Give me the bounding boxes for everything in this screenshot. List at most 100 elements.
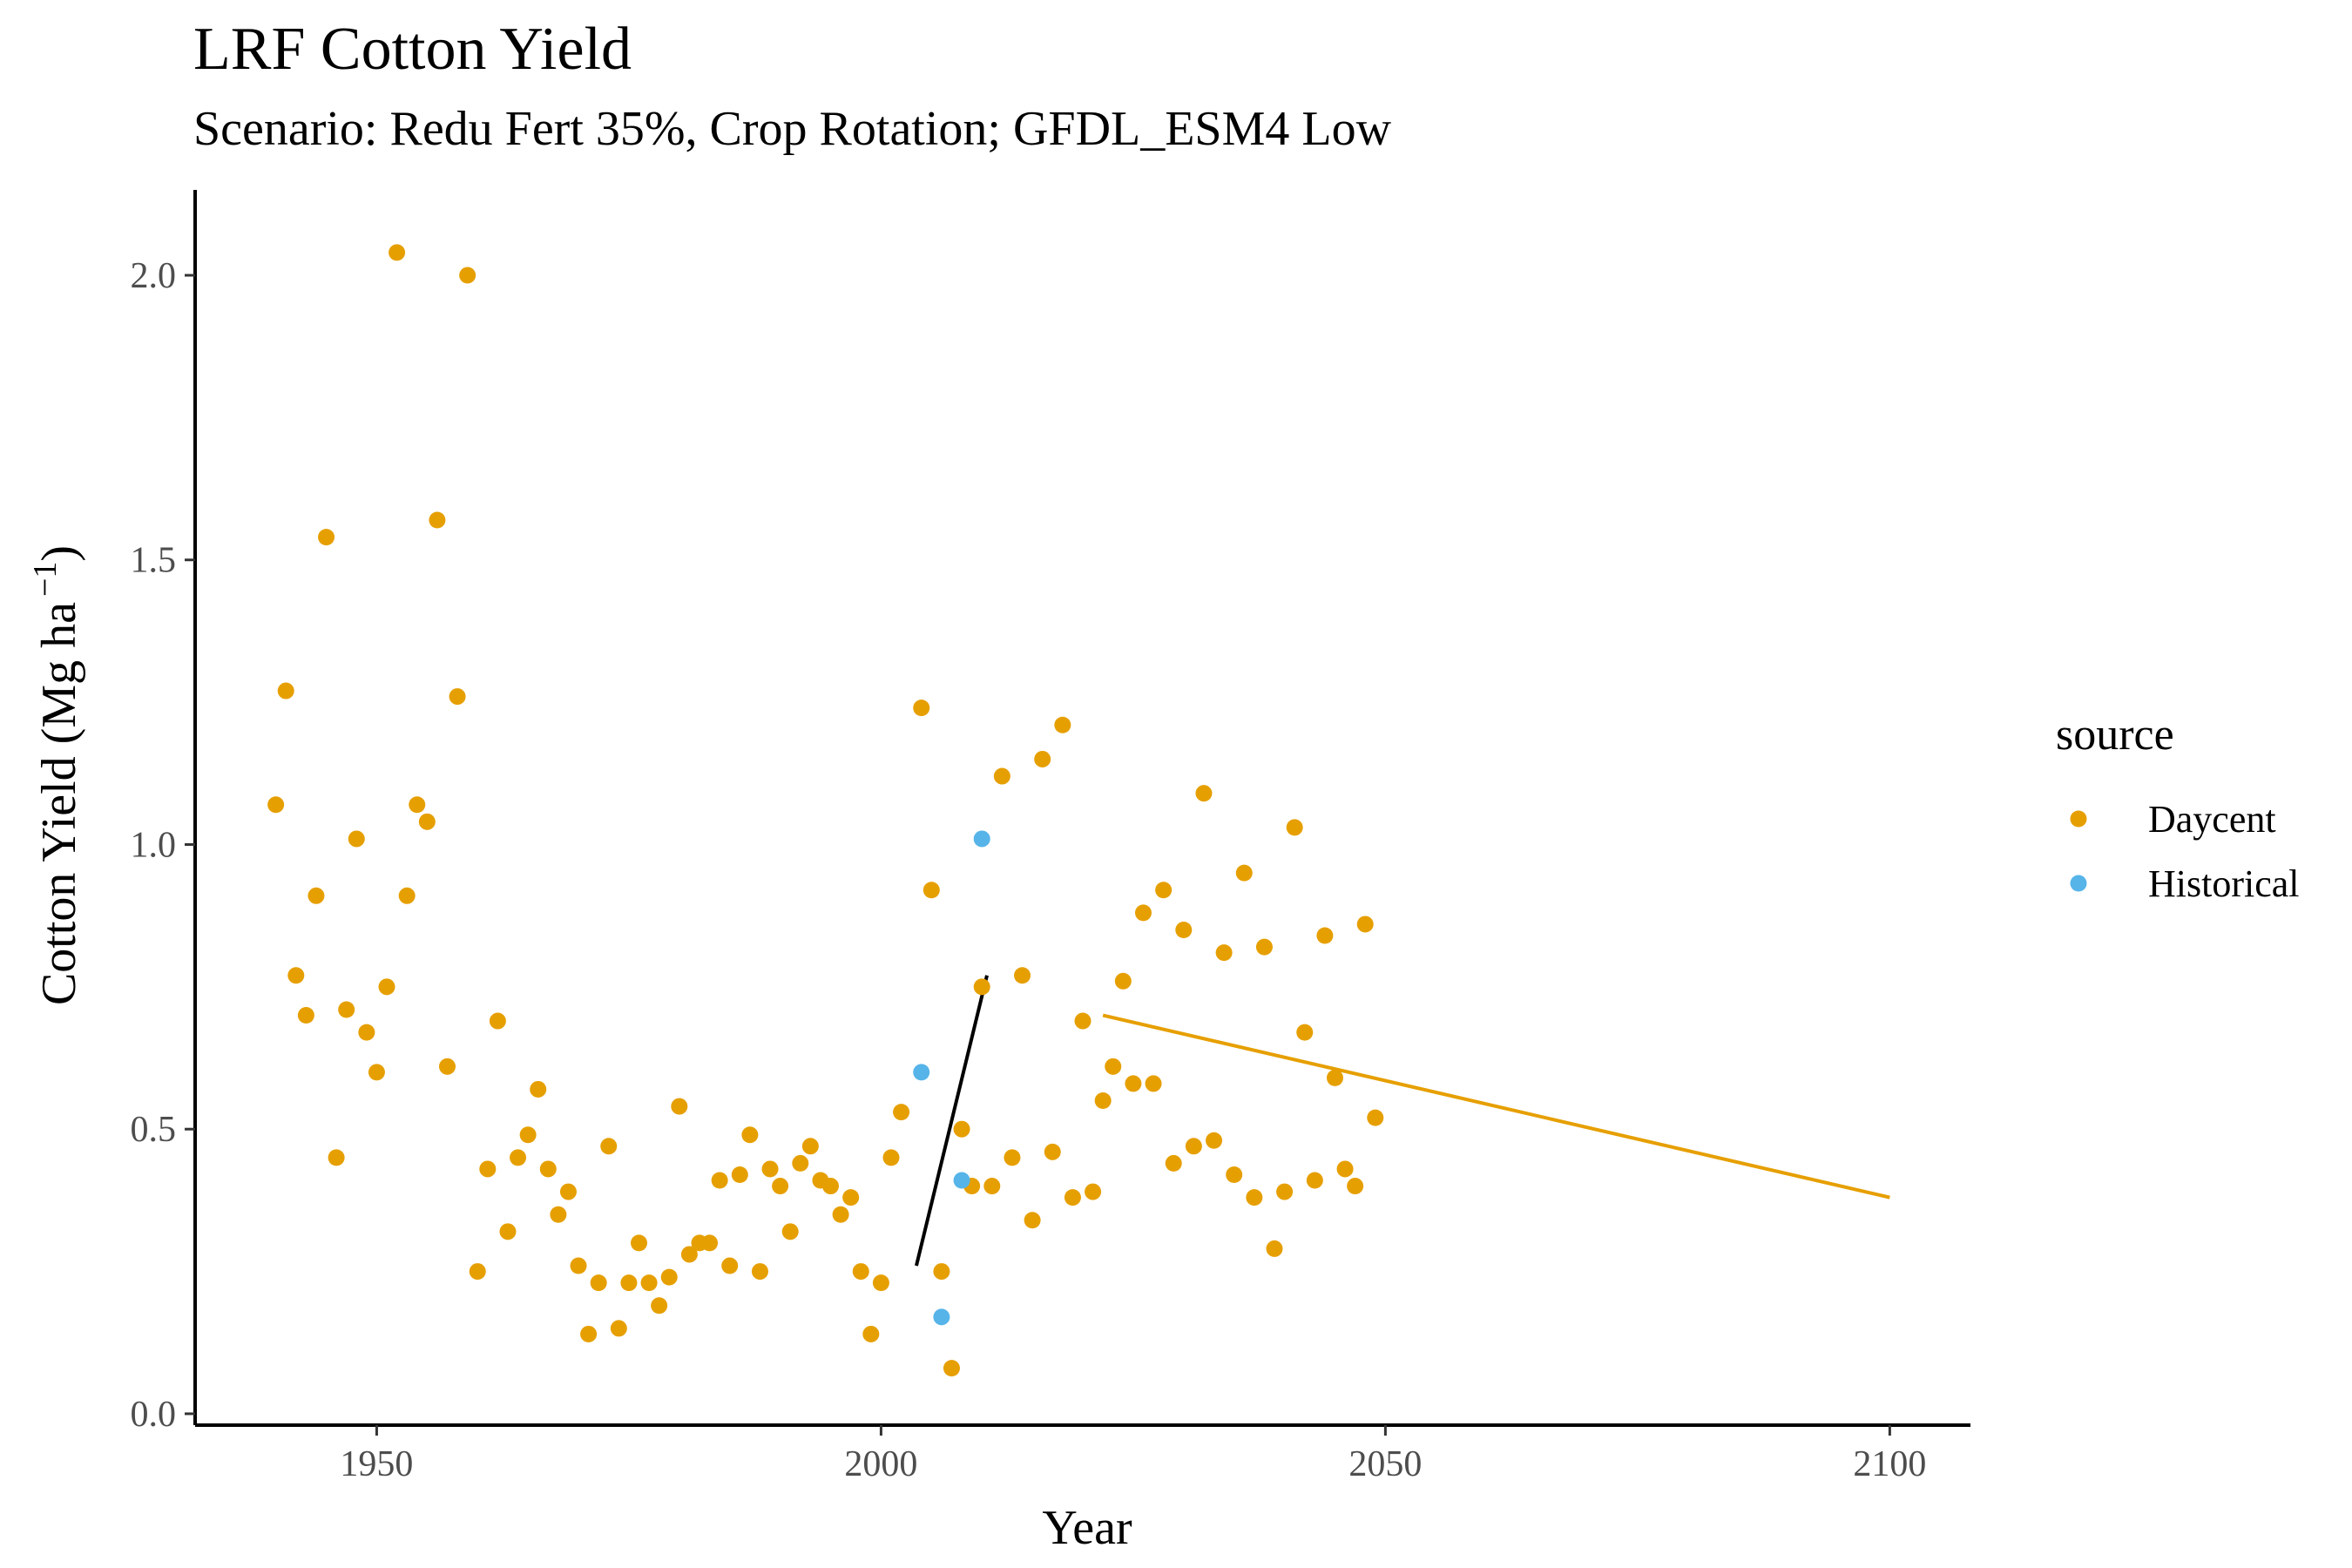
data-points	[267, 244, 1384, 1377]
daycent-point	[1145, 1075, 1162, 1092]
daycent-point	[479, 1160, 497, 1178]
y-axis-title: Cotton Yield (Mg ha −1)	[27, 545, 86, 1005]
daycent-point	[842, 1189, 860, 1206]
daycent-point	[1034, 750, 1051, 767]
daycent-point	[348, 830, 365, 848]
y-axis-ticks: 0.0 0.5 1.0 1.5 2.0	[131, 256, 195, 1435]
chart-subtitle: Scenario: Redu Fert 35%, Crop Rotation; …	[193, 102, 1392, 156]
daycent-point	[1356, 916, 1374, 933]
x-axis-ticks: 1950 2000 2050 2100	[340, 1425, 1926, 1484]
daycent-point	[358, 1024, 375, 1041]
y-axis-title-superscript: −1	[27, 562, 64, 597]
y-tick-label: 1.5	[131, 541, 177, 581]
daycent-point	[1206, 1132, 1223, 1149]
x-tick-label: 2100	[1853, 1444, 1926, 1484]
daycent-point	[631, 1234, 647, 1252]
daycent-point	[671, 1098, 688, 1115]
y-tick-label: 0.0	[131, 1395, 177, 1435]
legend-title: source	[2056, 710, 2174, 760]
daycent-point	[801, 1138, 819, 1155]
daycent-point	[438, 1058, 456, 1075]
daycent-point	[973, 978, 990, 996]
daycent-point	[499, 1223, 517, 1240]
daycent-point	[580, 1325, 598, 1342]
daycent-point	[1155, 882, 1173, 899]
daycent-point	[530, 1080, 547, 1098]
daycent-point	[308, 887, 325, 904]
daycent-point	[731, 1166, 748, 1183]
daycent-point	[389, 244, 406, 261]
daycent-point	[943, 1360, 960, 1377]
daycent-point	[852, 1263, 869, 1281]
x-tick-label: 1950	[340, 1444, 413, 1484]
daycent-point	[338, 1001, 355, 1018]
daycent-point	[893, 1104, 910, 1121]
daycent-point	[1064, 1189, 1081, 1206]
daycent-point	[1185, 1138, 1202, 1155]
daycent-point	[1246, 1189, 1263, 1206]
historical-point	[953, 1172, 970, 1189]
daycent-point	[1014, 967, 1031, 984]
daycent-point	[378, 978, 395, 996]
x-tick-label: 2050	[1348, 1444, 1422, 1484]
daycent-point	[1024, 1212, 1041, 1229]
daycent-point	[721, 1257, 739, 1274]
daycent-point	[1105, 1058, 1122, 1075]
daycent-point	[1175, 921, 1193, 938]
daycent-point	[1296, 1024, 1314, 1041]
daycent-point	[1347, 1178, 1364, 1195]
daycent-point	[418, 813, 436, 830]
legend-label-daycent: Daycent	[2148, 798, 2276, 841]
daycent-point	[640, 1274, 658, 1292]
legend-items: Daycent Historical	[2070, 798, 2300, 905]
daycent-point	[267, 796, 285, 814]
daycent-point	[1195, 785, 1213, 802]
daycent-point	[913, 700, 930, 717]
daycent-point	[610, 1320, 627, 1337]
trend-lines	[914, 975, 1890, 1267]
daycent-point	[1226, 1166, 1243, 1183]
daycent-point	[701, 1234, 719, 1252]
legend-key-daycent	[2070, 810, 2087, 828]
historical-point	[933, 1308, 950, 1326]
daycent-point	[751, 1263, 768, 1281]
daycent-point	[822, 1178, 840, 1195]
daycent-point	[792, 1154, 809, 1172]
daycent-point	[1326, 1069, 1343, 1086]
legend-label-historical: Historical	[2148, 862, 2300, 905]
daycent-point	[882, 1149, 900, 1166]
daycent-point	[680, 1246, 698, 1263]
daycent-point	[519, 1126, 537, 1144]
daycent-point	[953, 1120, 970, 1138]
daycent-point	[1114, 972, 1132, 990]
daycent-point	[772, 1178, 789, 1195]
daycent-point	[1044, 1143, 1061, 1160]
daycent-point	[277, 682, 294, 700]
daycent-point	[489, 1012, 506, 1030]
daycent-point	[510, 1149, 527, 1166]
daycent-point	[781, 1223, 799, 1240]
daycent-point	[983, 1178, 1001, 1195]
daycent-point	[1316, 927, 1334, 944]
daycent-point	[620, 1274, 638, 1292]
daycent-point	[1266, 1240, 1283, 1257]
daycent-point	[993, 767, 1010, 785]
daycent-point	[1004, 1149, 1021, 1166]
daycent-point	[1286, 819, 1303, 836]
daycent-point	[1235, 864, 1253, 882]
daycent-point	[1085, 1183, 1102, 1200]
daycent-point	[398, 887, 416, 904]
daycent-point	[711, 1172, 728, 1189]
historical-point	[973, 830, 990, 848]
daycent-point	[550, 1206, 567, 1223]
daycent-point	[570, 1257, 587, 1274]
trend-line	[914, 975, 989, 1267]
daycent-point	[862, 1325, 880, 1342]
daycent-point	[872, 1274, 889, 1292]
daycent-point	[741, 1126, 759, 1144]
daycent-point	[469, 1263, 486, 1281]
daycent-point	[559, 1183, 577, 1200]
daycent-point	[1094, 1092, 1112, 1110]
y-axis-title-close: )	[32, 545, 86, 562]
daycent-point	[368, 1064, 385, 1081]
